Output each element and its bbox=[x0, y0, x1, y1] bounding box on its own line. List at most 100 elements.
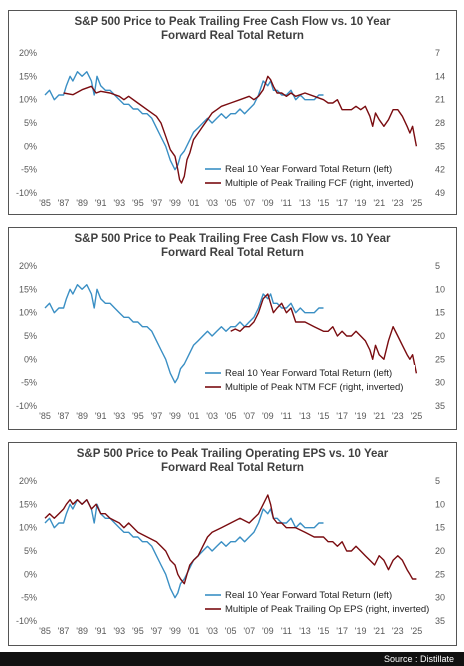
x-tick-label: '15 bbox=[318, 411, 330, 421]
x-tick-label: '99 bbox=[169, 198, 181, 208]
chart-title-line2: Forward Real Total Return bbox=[161, 30, 304, 42]
x-tick-label: '07 bbox=[243, 626, 255, 636]
y-right-tick-label: 30 bbox=[435, 593, 445, 603]
x-tick-label: '05 bbox=[225, 626, 237, 636]
chart-title-line1: S&P 500 Price to Peak Trailing Operating… bbox=[76, 448, 389, 460]
legend-label: Multiple of Peak Trailing Op EPS (right,… bbox=[225, 604, 429, 615]
x-tick-label: '07 bbox=[243, 411, 255, 421]
y-left-tick-label: 5% bbox=[24, 546, 37, 556]
x-tick-label: '97 bbox=[151, 198, 163, 208]
x-tick-label: '19 bbox=[355, 626, 367, 636]
x-tick-label: '21 bbox=[373, 198, 385, 208]
x-tick-label: '91 bbox=[95, 198, 107, 208]
chart-title: S&P 500 Price to Peak Trailing Free Cash… bbox=[9, 232, 456, 260]
x-tick-label: '11 bbox=[281, 198, 292, 208]
y-right-tick-label: 42 bbox=[435, 165, 445, 175]
series-line-return bbox=[44, 71, 324, 171]
y-left-tick-label: 20% bbox=[19, 261, 37, 271]
y-right-tick-label: 5 bbox=[435, 261, 440, 271]
legend-background bbox=[201, 161, 415, 191]
x-tick-label: '93 bbox=[113, 198, 125, 208]
y-left-tick-label: 0% bbox=[24, 141, 37, 151]
y-left-tick-label: -5% bbox=[21, 378, 37, 388]
x-tick-label: '03 bbox=[206, 626, 218, 636]
y-right-tick-label: 20 bbox=[435, 331, 445, 341]
y-right-tick-label: 20 bbox=[435, 546, 445, 556]
y-right-tick-label: 10 bbox=[435, 284, 445, 294]
chart-panel-3: S&P 500 Price to Peak Trailing Operating… bbox=[8, 442, 457, 646]
series-line-multiple bbox=[230, 293, 418, 374]
y-left-tick-label: -10% bbox=[16, 616, 37, 626]
x-tick-label: '95 bbox=[132, 626, 144, 636]
y-right-tick-label: 7 bbox=[435, 48, 440, 58]
legend-background bbox=[201, 587, 415, 617]
y-left-tick-label: -10% bbox=[16, 188, 37, 198]
x-tick-label: '97 bbox=[151, 411, 163, 421]
x-tick-label: '09 bbox=[262, 198, 274, 208]
y-right-tick-label: 25 bbox=[435, 569, 445, 579]
source-bar: Source : Distillate bbox=[0, 652, 464, 666]
x-tick-label: '11 bbox=[281, 626, 292, 636]
y-left-tick-label: 15% bbox=[19, 499, 37, 509]
chart-title-line1: S&P 500 Price to Peak Trailing Free Cash… bbox=[74, 16, 391, 28]
x-tick-label: '95 bbox=[132, 198, 144, 208]
y-right-tick-label: 10 bbox=[435, 499, 445, 509]
y-left-tick-label: 10% bbox=[19, 523, 37, 533]
x-tick-label: '03 bbox=[206, 411, 218, 421]
x-tick-label: '19 bbox=[355, 198, 367, 208]
y-right-tick-label: 30 bbox=[435, 378, 445, 388]
y-left-tick-label: 15% bbox=[19, 284, 37, 294]
y-left-tick-label: -5% bbox=[21, 593, 37, 603]
y-left-tick-label: 15% bbox=[19, 71, 37, 81]
legend-label: Real 10 Year Forward Total Return (left) bbox=[225, 164, 392, 175]
legend-label: Real 10 Year Forward Total Return (left) bbox=[225, 590, 392, 601]
chart-title-line2: Forward Real Total Return bbox=[161, 247, 304, 259]
x-tick-label: '01 bbox=[188, 411, 200, 421]
y-right-tick-label: 35 bbox=[435, 401, 445, 411]
x-tick-label: '95 bbox=[132, 411, 144, 421]
chart-panel-2: S&P 500 Price to Peak Trailing Free Cash… bbox=[8, 227, 457, 430]
x-tick-label: '17 bbox=[336, 626, 348, 636]
chart-title: S&P 500 Price to Peak Trailing Operating… bbox=[9, 447, 456, 475]
chart-svg: 20% 15% 10% 5% 0% -5% -10% 5 10 15 20 25 30 35 '85 '87 '… bbox=[16, 476, 445, 636]
y-left-tick-label: 0% bbox=[24, 569, 37, 579]
x-tick-label: '01 bbox=[188, 626, 200, 636]
y-right-tick-label: 14 bbox=[435, 71, 445, 81]
chart-title: S&P 500 Price to Peak Trailing Free Cash… bbox=[9, 15, 456, 43]
y-left-tick-label: 20% bbox=[19, 48, 37, 58]
x-tick-label: '91 bbox=[95, 626, 107, 636]
x-tick-label: '21 bbox=[373, 626, 385, 636]
y-left-tick-label: 5% bbox=[24, 331, 37, 341]
series-line-multiple bbox=[63, 75, 418, 184]
x-tick-label: '17 bbox=[336, 198, 348, 208]
x-tick-label: '13 bbox=[299, 198, 311, 208]
y-right-tick-label: 25 bbox=[435, 354, 445, 364]
y-right-tick-label: 15 bbox=[435, 308, 445, 318]
chart-svg: 20% 15% 10% 5% 0% -5% -10% 7 14 21 28 35 42 49 '85 '87 '… bbox=[16, 48, 445, 208]
series-line-return bbox=[44, 284, 324, 384]
x-tick-label: '85 bbox=[39, 626, 51, 636]
x-tick-label: '17 bbox=[336, 411, 348, 421]
x-tick-label: '91 bbox=[95, 411, 107, 421]
y-left-tick-label: 5% bbox=[24, 118, 37, 128]
x-tick-label: '87 bbox=[58, 198, 70, 208]
x-tick-label: '09 bbox=[262, 411, 274, 421]
x-tick-label: '25 bbox=[410, 626, 422, 636]
legend-label: Multiple of Peak NTM FCF (right, inverte… bbox=[225, 382, 403, 393]
y-left-tick-label: -10% bbox=[16, 401, 37, 411]
x-tick-label: '25 bbox=[410, 411, 422, 421]
x-tick-label: '87 bbox=[58, 626, 70, 636]
x-tick-label: '09 bbox=[262, 626, 274, 636]
x-tick-label: '89 bbox=[76, 198, 88, 208]
x-tick-label: '23 bbox=[392, 626, 404, 636]
y-right-tick-label: 15 bbox=[435, 523, 445, 533]
x-tick-label: '05 bbox=[225, 411, 237, 421]
x-tick-label: '03 bbox=[206, 198, 218, 208]
x-tick-label: '99 bbox=[169, 626, 181, 636]
x-tick-label: '13 bbox=[299, 626, 311, 636]
chart-title-line2: Forward Real Total Return bbox=[161, 462, 304, 474]
x-tick-label: '89 bbox=[76, 626, 88, 636]
y-right-tick-label: 21 bbox=[435, 95, 445, 105]
x-tick-label: '25 bbox=[410, 198, 422, 208]
y-left-tick-label: 0% bbox=[24, 354, 37, 364]
